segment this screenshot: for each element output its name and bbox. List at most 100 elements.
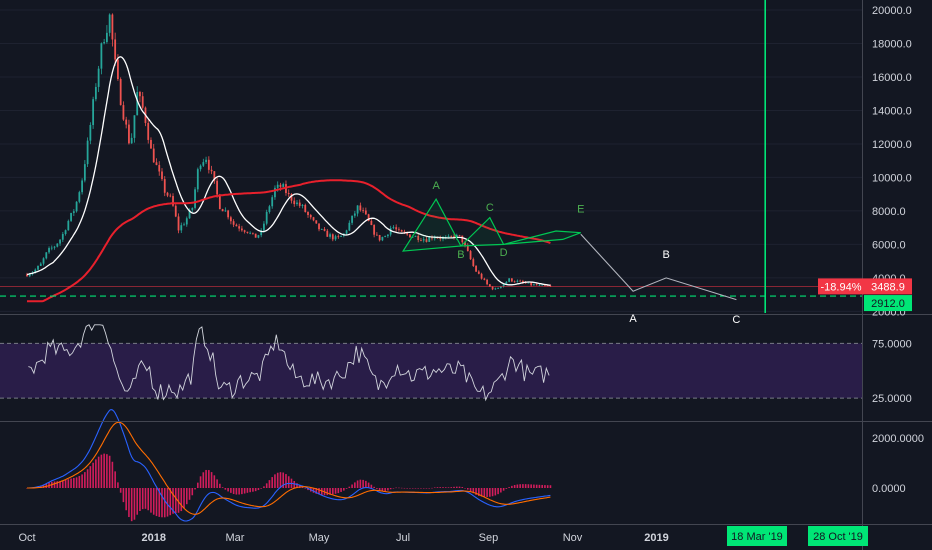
macd-histogram-bar	[194, 488, 196, 490]
macd-histogram-bar	[420, 488, 422, 489]
macd-histogram-bar	[378, 488, 381, 491]
last-price-label: 3488.9	[871, 281, 905, 293]
macd-histogram-bar	[500, 488, 502, 493]
wave-pattern-1	[401, 198, 462, 252]
candle-body	[274, 187, 276, 198]
candle-body	[348, 222, 351, 231]
macd-histogram-bar	[177, 488, 180, 513]
macd-histogram-bar	[395, 487, 397, 489]
macd-histogram-bar	[384, 488, 386, 492]
macd-histogram-bar	[472, 488, 475, 494]
candle-body	[464, 242, 466, 246]
macd-histogram-bar	[387, 488, 389, 491]
candle-body	[323, 229, 326, 231]
macd-histogram-bar	[67, 479, 70, 488]
candle-body	[100, 43, 103, 69]
candle-body	[541, 284, 544, 286]
candle-body	[50, 247, 53, 249]
macd-histogram-bar	[183, 488, 185, 509]
candle-body	[486, 279, 488, 285]
candle-body	[364, 210, 367, 215]
macd-histogram-bar	[524, 484, 527, 488]
candle-body	[83, 164, 86, 181]
macd-histogram-bar	[409, 488, 411, 489]
wave-label: A	[432, 180, 440, 192]
candle-body	[194, 189, 196, 208]
candle-body	[130, 137, 133, 144]
macd-histogram-bar	[161, 488, 163, 518]
time-tick-label: May	[309, 532, 330, 544]
macd-histogram-bar	[373, 486, 375, 488]
macd-histogram-bar	[238, 488, 240, 495]
candle-body	[271, 197, 274, 207]
macd-histogram-bar	[92, 462, 94, 488]
macd-histogram-bar	[106, 454, 108, 488]
price-tick-label: 18000.0	[872, 39, 912, 51]
macd-histogram-bar	[549, 485, 552, 488]
macd-histogram-bar	[144, 488, 147, 509]
candle-body	[340, 235, 342, 237]
macd-histogram-bar	[389, 488, 392, 490]
macd-histogram-bar	[544, 485, 546, 488]
macd-histogram-bar	[136, 488, 138, 515]
candle-body	[384, 236, 387, 238]
macd-histogram-bar	[301, 486, 304, 488]
macd-histogram-bar	[381, 488, 384, 492]
candle-body	[370, 220, 373, 226]
candle-body	[89, 125, 92, 141]
candle-body	[519, 280, 522, 282]
candle-body	[373, 225, 376, 235]
macd-histogram-bar	[326, 488, 329, 496]
macd-histogram-bar	[519, 484, 521, 488]
macd-histogram-bar	[287, 476, 290, 488]
candle-body	[177, 216, 180, 231]
macd-histogram-bar	[122, 488, 125, 503]
rsi-panel	[28, 324, 550, 402]
candle-body	[28, 274, 31, 277]
candle-body	[263, 223, 265, 231]
macd-histogram-bar	[117, 482, 119, 488]
change-badge	[818, 278, 864, 295]
candle-body	[461, 235, 464, 243]
macd-histogram-bar	[89, 466, 92, 488]
candle-body	[414, 235, 417, 237]
macd-histogram-bar	[114, 471, 116, 488]
candle-body	[431, 237, 433, 239]
macd-histogram-bar	[505, 488, 508, 489]
candle-body	[279, 184, 282, 187]
macd-histogram-bar	[252, 488, 254, 492]
candle-body	[466, 245, 469, 252]
rsi-band	[0, 342, 862, 399]
candle-body	[296, 202, 298, 205]
macd-histogram-bar	[351, 484, 353, 488]
macd-histogram-bar	[469, 488, 472, 492]
candle-body	[522, 281, 524, 283]
macd-histogram-bar	[285, 474, 287, 488]
candle-body	[61, 234, 64, 240]
candle-body	[499, 286, 502, 288]
candle-body	[152, 148, 155, 163]
wave-label: B	[457, 249, 464, 261]
macd-histogram-bar	[265, 483, 268, 488]
macd-histogram-bar	[152, 488, 155, 515]
macd-histogram-bar	[254, 488, 257, 492]
wave-label: C	[732, 314, 740, 326]
candle-body	[128, 124, 130, 144]
candle-body	[199, 165, 202, 170]
candle-body	[26, 274, 28, 277]
macd-histogram-bar	[370, 484, 373, 488]
macd-histogram-bar	[199, 476, 202, 488]
macd-histogram-bar	[81, 474, 83, 488]
candle-body	[491, 286, 494, 290]
candle-body	[260, 230, 263, 236]
macd-histogram-bar	[406, 488, 408, 489]
candle-body	[326, 230, 329, 237]
macd-histogram-bar	[133, 488, 136, 520]
candle-body	[298, 202, 301, 206]
macd-histogram-bar	[502, 488, 505, 491]
candle-body	[392, 227, 395, 229]
macd-histogram-bar	[271, 477, 273, 488]
candle-body	[530, 282, 533, 286]
